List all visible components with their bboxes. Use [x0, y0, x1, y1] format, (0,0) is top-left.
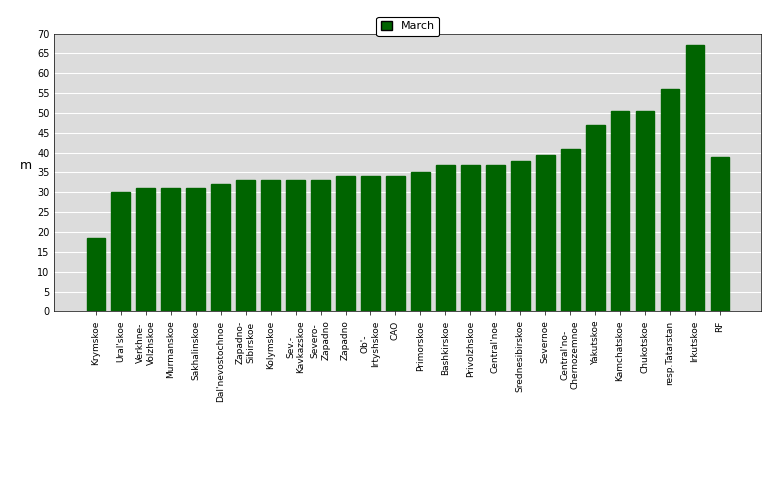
Bar — [636, 111, 654, 311]
Bar — [486, 164, 504, 311]
Bar — [685, 46, 705, 311]
Bar — [411, 172, 430, 311]
Legend: March: March — [376, 17, 440, 36]
Bar — [436, 164, 455, 311]
Bar — [711, 157, 730, 311]
Bar — [162, 188, 180, 311]
Bar — [386, 176, 405, 311]
Bar — [586, 125, 605, 311]
Bar — [86, 238, 105, 311]
Bar — [261, 181, 280, 311]
Bar — [286, 181, 305, 311]
Bar — [211, 184, 230, 311]
Bar — [336, 176, 355, 311]
Bar — [511, 160, 530, 311]
Y-axis label: m: m — [20, 160, 32, 172]
Bar — [611, 111, 629, 311]
Bar — [461, 164, 479, 311]
Bar — [236, 181, 255, 311]
Bar — [186, 188, 205, 311]
Bar — [137, 188, 155, 311]
Bar — [361, 176, 380, 311]
Bar — [561, 148, 580, 311]
Bar — [111, 192, 131, 311]
Bar — [536, 155, 555, 311]
Bar — [660, 89, 679, 311]
Bar — [312, 181, 330, 311]
